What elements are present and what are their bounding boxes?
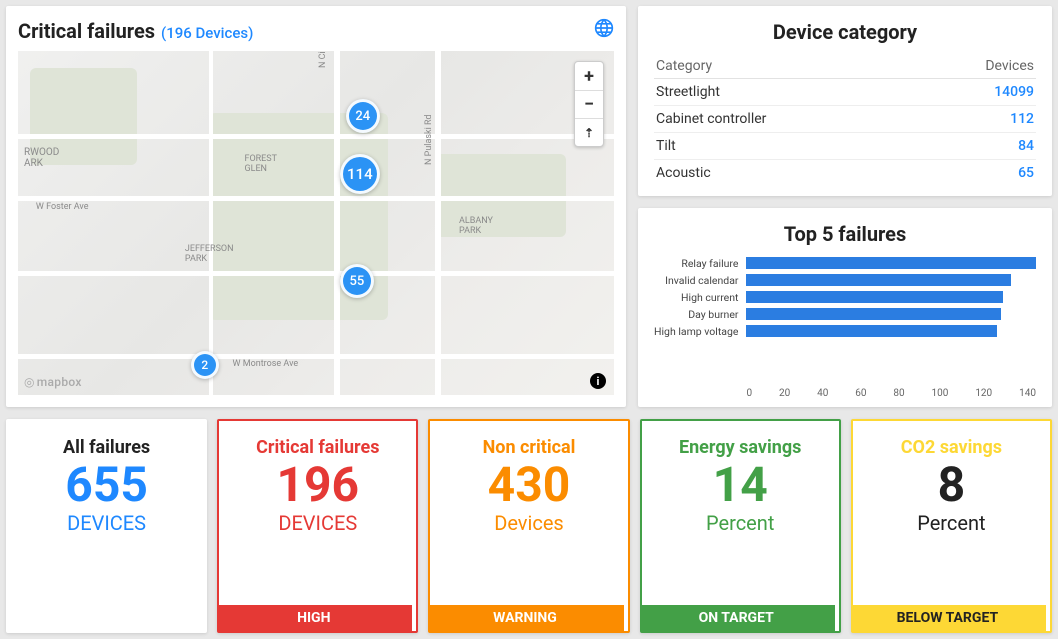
chart-bar[interactable] [746, 291, 1003, 303]
device-category-table: Category Devices Streetlight14099Cabinet… [654, 54, 1036, 186]
chart-bar-label: High lamp voltage [654, 325, 738, 339]
chart-bar[interactable] [746, 257, 1036, 269]
map-header: Critical failures (196 Devices) [18, 18, 614, 43]
top-failures-title: Top 5 failures [654, 222, 1036, 246]
kpi-unit: Percent [706, 511, 774, 535]
axis-tick: 100 [932, 388, 949, 399]
kpi-card[interactable]: CO2 savings8Percent BELOW TARGET [851, 419, 1052, 633]
kpi-card[interactable]: Energy savings14Percent ON TARGET [640, 419, 841, 633]
map-label: FOREST GLEN [244, 154, 277, 174]
kpi-title: Energy savings [679, 437, 801, 458]
device-category-panel: Device category Category Devices Streetl… [638, 6, 1052, 196]
chart-bar[interactable] [746, 308, 1001, 320]
kpi-unit: DEVICES [67, 511, 146, 535]
right-column: Device category Category Devices Streetl… [638, 6, 1052, 407]
kpi-value: 655 [65, 460, 148, 510]
map-label: N Pulaski Rd [424, 114, 434, 165]
map-label: N Cicero Ave [318, 51, 328, 68]
table-row: Tilt84 [654, 133, 1036, 160]
axis-tick: 40 [817, 388, 828, 399]
table-row: Acoustic65 [654, 160, 1036, 187]
mapbox-logo: mapbox [24, 375, 82, 389]
kpi-status-badge: WARNING [428, 605, 623, 631]
axis-tick: 140 [1019, 388, 1036, 399]
category-count-link[interactable]: 14099 [916, 79, 1036, 106]
kpi-card[interactable]: All failures655DEVICES [6, 419, 207, 633]
category-name: Tilt [654, 133, 916, 160]
kpi-card[interactable]: Non critical430Devices WARNING [428, 419, 629, 633]
map-canvas[interactable]: RWOOD ARK FOREST GLEN JEFFERSON PARK ALB… [18, 51, 614, 395]
kpi-value: 430 [488, 460, 571, 510]
map-label: W Montrose Ave [233, 359, 299, 369]
table-row: Streetlight14099 [654, 79, 1036, 106]
table-header: Category [654, 54, 916, 79]
globe-icon[interactable] [594, 18, 614, 43]
kpi-unit: Devices [494, 511, 564, 535]
category-name: Streetlight [654, 79, 916, 106]
table-header: Devices [916, 54, 1036, 79]
device-category-title: Device category [654, 20, 1036, 44]
map-label: W Foster Ave [36, 202, 89, 212]
chart-plot [746, 256, 1036, 384]
table-row: Cabinet controller112 [654, 106, 1036, 133]
kpi-value: 196 [276, 460, 359, 510]
zoom-out-button[interactable]: − [575, 90, 603, 118]
kpi-row: All failures655DEVICESCritical failures1… [6, 419, 1052, 633]
chart-bar[interactable] [746, 274, 1010, 286]
top-failures-panel: Top 5 failures Relay failure Invalid cale… [638, 208, 1052, 407]
kpi-title: CO2 savings [901, 437, 1002, 458]
chart-bar-label: Day burner [654, 308, 738, 322]
kpi-title: Non critical [483, 437, 576, 458]
kpi-value: 8 [938, 460, 966, 510]
category-name: Acoustic [654, 160, 916, 187]
compass-button[interactable]: ⇡ [575, 118, 603, 146]
chart-axis: 0 20 40 60 80 100 120 140 [746, 388, 1036, 399]
kpi-title: All failures [63, 437, 150, 458]
category-name: Cabinet controller [654, 106, 916, 133]
category-count-link[interactable]: 112 [916, 106, 1036, 133]
category-count-link[interactable]: 84 [916, 133, 1036, 160]
chart-bar-label: High current [654, 291, 738, 305]
dashboard-root: Critical failures (196 Devices) RWOOD AR… [6, 6, 1052, 633]
kpi-unit: DEVICES [278, 511, 357, 535]
map-info-icon[interactable]: i [590, 373, 606, 389]
map-label: JEFFERSON PARK [185, 244, 234, 264]
kpi-status-badge: HIGH [217, 605, 412, 631]
map-label: RWOOD ARK [24, 147, 59, 169]
map-cluster[interactable]: 2 [191, 351, 219, 379]
map-subtitle[interactable]: (196 Devices) [161, 24, 253, 42]
axis-tick: 60 [855, 388, 866, 399]
map-zoom-controls: + − ⇡ [574, 61, 604, 147]
axis-tick: 20 [779, 388, 790, 399]
axis-tick: 80 [893, 388, 904, 399]
map-panel: Critical failures (196 Devices) RWOOD AR… [6, 6, 626, 407]
axis-tick: 120 [975, 388, 992, 399]
kpi-card[interactable]: Critical failures196DEVICES HIGH [217, 419, 418, 633]
chart-bar-label: Invalid calendar [654, 274, 738, 288]
kpi-value: 14 [713, 460, 768, 510]
kpi-unit: Percent [917, 511, 985, 535]
kpi-status-badge: BELOW TARGET [851, 605, 1046, 631]
top-failures-chart: Relay failure Invalid calendar High curren… [654, 256, 1036, 399]
kpi-title: Critical failures [256, 437, 379, 458]
map-label: ALBANY PARK [459, 216, 493, 236]
chart-bar[interactable] [746, 325, 997, 337]
category-count-link[interactable]: 65 [916, 160, 1036, 187]
chart-bar-label: Relay failure [654, 257, 738, 271]
map-cluster[interactable]: 24 [346, 99, 380, 133]
axis-tick: 0 [746, 388, 752, 399]
kpi-status-badge: ON TARGET [640, 605, 835, 631]
zoom-in-button[interactable]: + [575, 62, 603, 90]
map-cluster[interactable]: 114 [340, 154, 380, 194]
map-title: Critical failures [18, 19, 155, 43]
